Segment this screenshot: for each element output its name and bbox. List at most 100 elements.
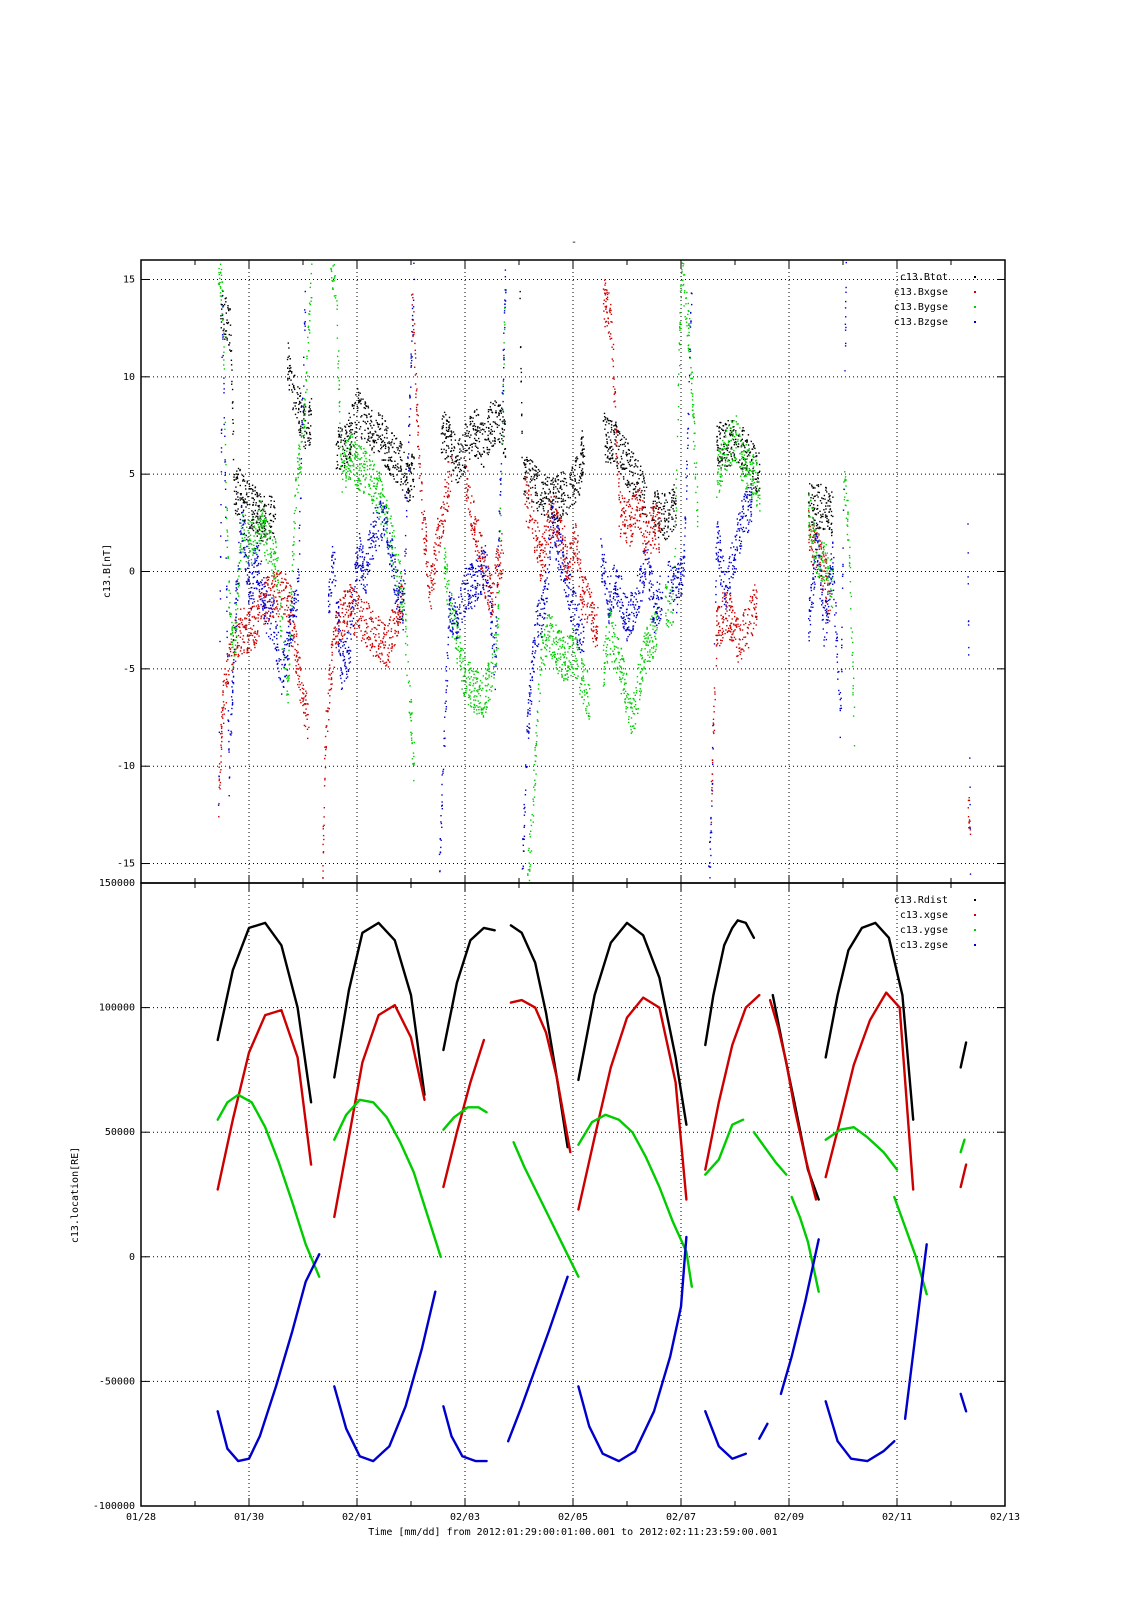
data-point bbox=[258, 529, 260, 531]
data-point bbox=[293, 558, 295, 561]
data-point bbox=[450, 434, 452, 436]
data-point bbox=[434, 572, 436, 574]
data-point bbox=[554, 514, 557, 517]
data-point bbox=[549, 528, 551, 531]
data-point bbox=[237, 499, 239, 501]
data-point bbox=[590, 591, 593, 594]
data-point bbox=[824, 559, 826, 561]
data-point bbox=[474, 443, 477, 445]
data-point bbox=[733, 426, 735, 428]
data-point bbox=[322, 828, 324, 830]
data-point bbox=[577, 534, 579, 537]
data-point bbox=[574, 464, 577, 467]
data-point bbox=[229, 308, 231, 310]
data-point bbox=[263, 596, 266, 598]
data-point bbox=[494, 567, 497, 569]
data-point bbox=[557, 520, 559, 522]
data-point bbox=[341, 428, 343, 430]
data-point bbox=[355, 600, 357, 602]
data-point bbox=[288, 591, 291, 594]
data-point bbox=[625, 438, 627, 440]
data-point bbox=[581, 576, 583, 578]
data-point bbox=[567, 565, 570, 568]
data-point bbox=[590, 628, 593, 630]
data-point bbox=[295, 480, 297, 482]
data-point bbox=[630, 524, 633, 527]
data-point bbox=[737, 623, 739, 625]
data-point bbox=[264, 515, 266, 517]
data-point bbox=[298, 422, 300, 425]
data-point bbox=[243, 529, 245, 531]
data-point bbox=[244, 522, 246, 525]
data-point bbox=[446, 420, 448, 422]
data-point bbox=[458, 458, 461, 461]
data-point bbox=[364, 407, 367, 410]
data-point bbox=[494, 400, 496, 402]
data-point bbox=[297, 411, 299, 414]
data-point bbox=[552, 516, 554, 518]
data-point bbox=[341, 607, 344, 610]
data-point bbox=[378, 624, 381, 627]
data-point bbox=[968, 819, 971, 821]
data-point bbox=[731, 637, 733, 639]
data-point bbox=[297, 643, 299, 646]
data-point bbox=[818, 548, 820, 550]
data-point bbox=[627, 442, 629, 444]
data-point bbox=[604, 294, 607, 296]
data-point bbox=[363, 619, 366, 622]
data-point bbox=[381, 440, 384, 443]
data-point bbox=[592, 617, 594, 619]
data-point bbox=[630, 456, 632, 458]
data-point bbox=[634, 488, 636, 490]
data-point bbox=[255, 617, 257, 619]
data-point bbox=[255, 528, 257, 530]
data-point bbox=[541, 481, 543, 484]
data-point bbox=[622, 450, 625, 452]
data-point bbox=[442, 426, 444, 429]
data-point bbox=[639, 498, 641, 501]
data-point bbox=[710, 780, 713, 783]
data-point bbox=[650, 514, 652, 517]
data-point bbox=[335, 629, 337, 632]
data-point bbox=[367, 405, 369, 407]
data-point bbox=[733, 444, 735, 446]
data-point bbox=[406, 476, 408, 478]
data-point bbox=[810, 521, 813, 523]
data-point bbox=[809, 535, 811, 537]
data-point bbox=[675, 524, 677, 526]
data-point bbox=[237, 496, 239, 498]
data-point bbox=[566, 571, 568, 573]
data-point bbox=[459, 448, 461, 450]
data-point bbox=[711, 793, 713, 795]
data-point bbox=[251, 510, 253, 512]
data-point bbox=[749, 621, 751, 623]
data-point bbox=[457, 442, 459, 445]
data-point bbox=[456, 481, 459, 484]
data-point bbox=[711, 761, 714, 764]
data-point bbox=[448, 425, 450, 427]
data-point bbox=[576, 559, 579, 561]
data-point bbox=[388, 447, 390, 449]
data-point bbox=[450, 439, 452, 441]
data-point bbox=[491, 425, 493, 428]
data-point bbox=[812, 506, 814, 509]
data-point bbox=[358, 625, 360, 628]
data-point bbox=[724, 423, 727, 426]
data-point bbox=[717, 634, 719, 636]
data-point bbox=[383, 633, 386, 636]
data-point bbox=[532, 478, 534, 480]
data-point bbox=[281, 598, 283, 600]
data-point bbox=[576, 553, 579, 555]
data-point bbox=[371, 646, 373, 648]
data-point bbox=[593, 604, 595, 606]
data-point bbox=[338, 625, 340, 627]
data-point bbox=[272, 586, 274, 588]
data-point bbox=[271, 608, 273, 610]
data-point bbox=[631, 516, 633, 518]
data-point bbox=[258, 494, 260, 497]
data-point bbox=[624, 483, 627, 485]
data-point bbox=[248, 634, 250, 636]
data-point bbox=[813, 504, 815, 506]
data-point bbox=[339, 621, 341, 623]
data-point bbox=[473, 528, 476, 530]
